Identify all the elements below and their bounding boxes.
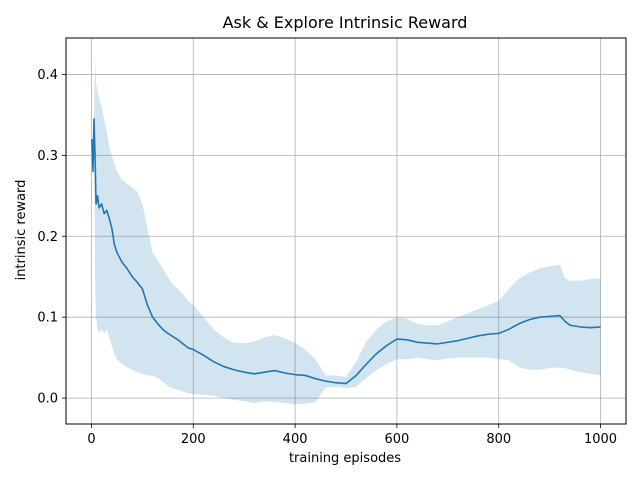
grid [66, 38, 626, 424]
series-line [91, 118, 601, 385]
x-tick-label: 800 [486, 432, 511, 447]
series-line-layer [91, 118, 601, 385]
y-tick-label: 0.4 [37, 68, 58, 83]
x-tick-label: 400 [283, 432, 308, 447]
y-axis-label: intrinsic reward [14, 180, 29, 281]
y-tick-label: 0.2 [37, 230, 58, 245]
confidence-band-layer [91, 58, 601, 405]
x-axis-label: training episodes [289, 451, 401, 466]
confidence-band [91, 58, 601, 405]
x-tick-label: 600 [384, 432, 409, 447]
x-tick-label: 0 [87, 432, 95, 447]
chart-title: Ask & Explore Intrinsic Reward [223, 13, 468, 32]
plot-frame [65, 37, 627, 425]
x-tick-label: 200 [181, 432, 206, 447]
y-tick-label: 0.1 [37, 311, 58, 326]
y-tick-label: 0.3 [37, 149, 58, 164]
y-tick-label: 0.0 [37, 392, 58, 407]
x-tick-label: 1000 [584, 432, 617, 447]
axes: 0 200 400 600 800 1000 0.0 0.1 0.2 0.3 0.4 [37, 37, 627, 447]
